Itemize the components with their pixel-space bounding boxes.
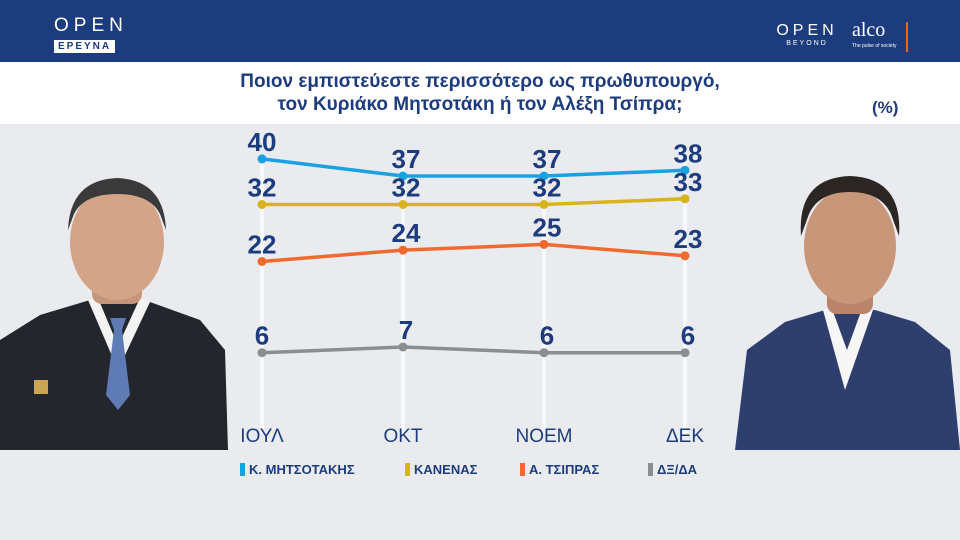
series-4-point-1 (257, 348, 267, 358)
series-2-point-2 (398, 200, 408, 209)
series-line-2 (262, 197, 686, 207)
open-logo-word: OPEN (54, 15, 128, 36)
series-4-point-3 (539, 348, 549, 358)
series-4-label-3: 6 (540, 321, 554, 351)
gridline-2 (401, 162, 405, 434)
series-4-point-2 (398, 342, 408, 352)
alco-logo: alco The pulse of society (852, 20, 896, 49)
series-2-point-4 (680, 194, 690, 204)
erevna-logo-sub: ΕΡΕΥΝΑ (54, 40, 116, 53)
legend-swatch-3 (520, 462, 525, 476)
alco-logo-word: alco (852, 19, 886, 41)
gridline-3 (542, 162, 546, 434)
series-3-label-1: 22 (248, 230, 277, 260)
series-1-label-1: 40 (248, 127, 277, 157)
legend-label-1: Κ. ΜΗΤΣΟΤΑΚΗΣ (249, 461, 355, 477)
title-bar: Ποιον εμπιστεύεστε περισσότερο ως πρωθυπ… (0, 62, 960, 124)
series-line-4 (261, 345, 685, 355)
series-1-point-1 (257, 154, 267, 164)
unit-label: (%) (872, 98, 899, 117)
legend-item-1: Κ. ΜΗΤΣΟΤΑΚΗΣ (240, 458, 355, 480)
legend-item-3: Α. ΤΣΙΠΡΑΣ (520, 458, 599, 480)
series-3-label-3: 25 (533, 212, 562, 242)
series-1-point-2 (398, 171, 408, 181)
legend-label-2: ΚΑΝΕΝΑΣ (414, 461, 478, 477)
chart-title-line-2: τον Κυριάκο Μητσοτάκη ή τον Αλέξη Τσίπρα… (277, 94, 683, 115)
series-3-label-4: 23 (674, 224, 703, 254)
series-line-3 (261, 242, 686, 264)
open-beyond-logo: OPEN BEYOND (772, 22, 842, 47)
left-portrait-image (0, 178, 228, 450)
right-portrait-image (735, 176, 960, 450)
series-2-label-3: 32 (533, 173, 562, 203)
series-3-point-1 (257, 257, 267, 266)
series-2-point-1 (257, 200, 267, 209)
series-3-point-2 (398, 245, 408, 255)
x-axis-label-1: ΙΟΥΛ (240, 426, 284, 447)
header-bar: OPEN ΕΡΕΥΝΑ OPEN BEYOND alco The pulse o… (0, 0, 960, 62)
open-erevna-logo: OPEN ΕΡΕΥΝΑ (54, 16, 124, 54)
series-3-point-4 (680, 251, 690, 261)
series-1-point-4 (680, 165, 690, 175)
series-4-label-2: 7 (399, 315, 413, 345)
series-2-label-4: 33 (674, 167, 703, 197)
series-1-label-4: 38 (674, 138, 703, 168)
x-axis-label-2: ΟΚΤ (383, 426, 422, 447)
chart-title: Ποιον εμπιστεύεστε περισσότερο ως πρωθυπ… (0, 70, 960, 116)
chart-series-layer: 40 37 37 38 32 32 32 33 22 24 25 23 6 7 6 6 (248, 127, 703, 358)
chart-gridlines (260, 162, 687, 434)
chart-legend: Κ. ΜΗΤΣΟΤΑΚΗΣ ΚΑΝΕΝΑΣ Α. ΤΣΙΠΡΑΣ ΔΞ/ΔΑ (230, 458, 730, 480)
series-4-point-4 (680, 348, 690, 358)
line-chart: 40 37 37 38 32 32 32 33 22 24 25 23 6 7 6 6 ΙΟΥΛ ΟΚΤ ΝΟΕΜ… (240, 127, 704, 447)
series-4-label-4: 6 (681, 321, 695, 351)
chart-title-line-1: Ποιον εμπιστεύεστε περισσότερο ως πρωθυπ… (240, 71, 720, 92)
gridline-4 (683, 162, 687, 434)
series-line-1 (261, 157, 686, 178)
x-axis-label-3: ΝΟΕΜ (516, 426, 573, 447)
legend-swatch-4 (648, 462, 653, 476)
series-4-label-1: 6 (255, 321, 269, 351)
legend-item-4: ΔΞ/ΔΑ (648, 458, 697, 480)
alco-accent-bar (906, 22, 908, 52)
series-3-point-3 (539, 239, 549, 249)
x-axis-labels: ΙΟΥΛ ΟΚΤ ΝΟΕΜ ΔΕΚ (240, 426, 704, 447)
open-beyond-word: OPEN (776, 22, 838, 39)
series-2-label-1: 32 (248, 173, 277, 203)
legend-label-4: ΔΞ/ΔΑ (657, 461, 698, 477)
legend-swatch-2 (405, 462, 410, 476)
series-1-label-3: 37 (533, 144, 562, 174)
legend-swatch-1 (240, 462, 245, 476)
series-3-label-2: 24 (392, 218, 421, 248)
gridline-1 (260, 162, 264, 434)
series-1-label-2: 37 (392, 144, 421, 174)
x-axis-label-4: ΔΕΚ (666, 426, 704, 447)
series-1-point-3 (539, 171, 549, 181)
series-2-label-2: 32 (392, 173, 421, 203)
alco-logo-tagline: The pulse of society (852, 43, 897, 49)
legend-item-2: ΚΑΝΕΝΑΣ (405, 458, 477, 480)
beyond-sub: BEYOND (786, 40, 828, 47)
legend-label-3: Α. ΤΣΙΠΡΑΣ (529, 461, 600, 477)
series-2-point-3 (539, 200, 549, 209)
